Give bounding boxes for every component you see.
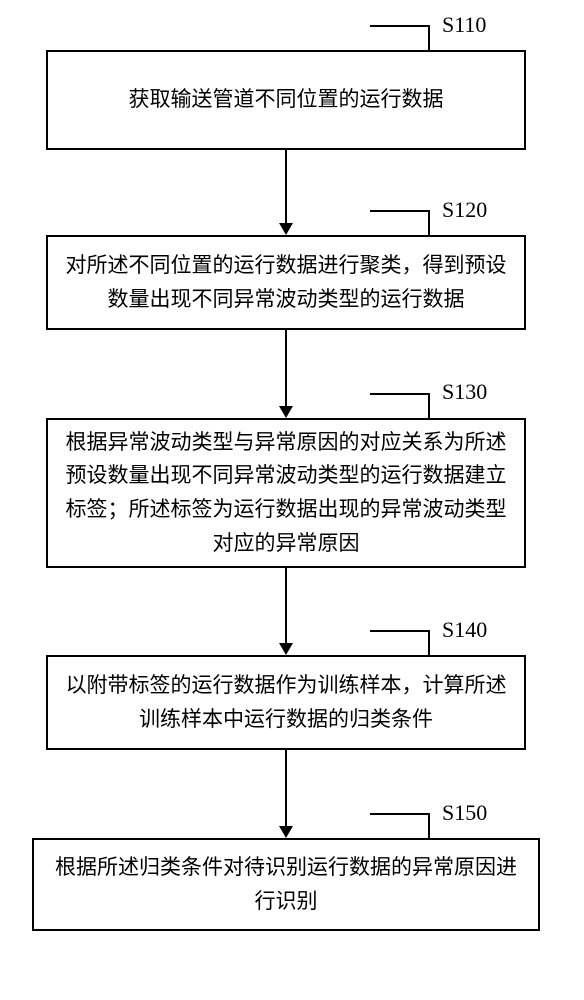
step-box-s120: 对所述不同位置的运行数据进行聚类，得到预设数量出现不同异常波动类型的运行数据 bbox=[46, 235, 526, 330]
step-text-s150: 根据所述归类条件对待识别运行数据的异常原因进行识别 bbox=[46, 851, 526, 918]
step-box-s150: 根据所述归类条件对待识别运行数据的异常原因进行识别 bbox=[32, 838, 540, 931]
step-label-s120: S120 bbox=[442, 197, 487, 223]
label-connector-s120 bbox=[370, 210, 430, 235]
label-connector-s110 bbox=[370, 25, 430, 50]
arrow-head-2 bbox=[279, 643, 293, 655]
step-label-s110: S110 bbox=[442, 12, 486, 38]
arrow-head-1 bbox=[279, 406, 293, 418]
arrow-line-0 bbox=[285, 150, 287, 223]
step-text-s110: 获取输送管道不同位置的运行数据 bbox=[129, 83, 444, 117]
arrow-head-0 bbox=[279, 223, 293, 235]
step-label-s140: S140 bbox=[442, 617, 487, 643]
step-box-s130: 根据异常波动类型与异常原因的对应关系为所述预设数量出现不同异常波动类型的运行数据… bbox=[46, 418, 526, 568]
arrow-line-1 bbox=[285, 330, 287, 406]
step-text-s130: 根据异常波动类型与异常原因的对应关系为所述预设数量出现不同异常波动类型的运行数据… bbox=[60, 426, 512, 560]
label-connector-s130 bbox=[370, 393, 430, 418]
step-text-s120: 对所述不同位置的运行数据进行聚类，得到预设数量出现不同异常波动类型的运行数据 bbox=[60, 249, 512, 316]
label-connector-s140 bbox=[370, 630, 430, 655]
step-label-s150: S150 bbox=[442, 800, 487, 826]
step-box-s140: 以附带标签的运行数据作为训练样本，计算所述训练样本中运行数据的归类条件 bbox=[46, 655, 526, 750]
step-text-s140: 以附带标签的运行数据作为训练样本，计算所述训练样本中运行数据的归类条件 bbox=[60, 669, 512, 736]
step-label-s130: S130 bbox=[442, 379, 487, 405]
arrow-line-2 bbox=[285, 568, 287, 643]
step-box-s110: 获取输送管道不同位置的运行数据 bbox=[46, 50, 526, 150]
arrow-head-3 bbox=[279, 826, 293, 838]
arrow-line-3 bbox=[285, 750, 287, 826]
flowchart-container: 获取输送管道不同位置的运行数据 S110 对所述不同位置的运行数据进行聚类，得到预设… bbox=[0, 0, 584, 1000]
label-connector-s150 bbox=[370, 813, 430, 838]
